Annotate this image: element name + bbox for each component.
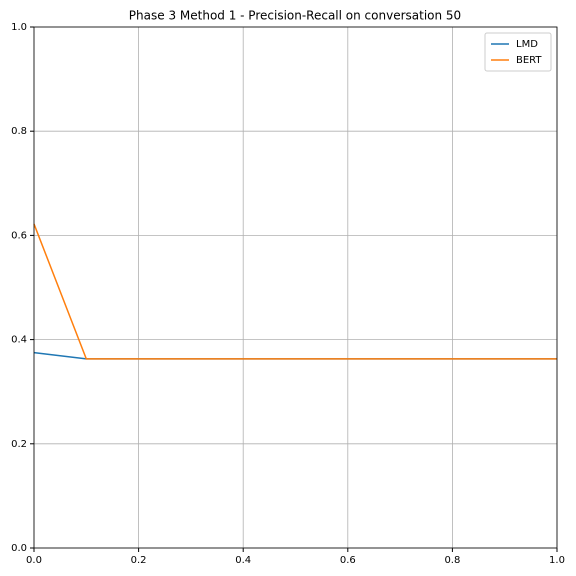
legend-label: LMD (516, 39, 538, 50)
y-tick-label: 0.8 (11, 126, 27, 137)
y-tick-label: 0.0 (11, 543, 27, 554)
series-line (33, 223, 557, 360)
x-tick-label: 0.4 (235, 555, 251, 566)
y-tick-label: 0.2 (11, 439, 27, 450)
x-tick-label: 1.0 (549, 555, 565, 566)
legend-box (484, 32, 552, 72)
x-tick-label: 0.6 (340, 555, 356, 566)
chart-title: Phase 3 Method 1 - Precision-Recall on c… (129, 9, 461, 23)
plot-frame (33, 26, 558, 549)
y-tick-label: 0.6 (11, 230, 27, 241)
x-tick-label: 0.8 (444, 555, 460, 566)
x-tick-label: 0.2 (131, 555, 147, 566)
legend-label: BERT (516, 55, 542, 66)
y-tick-label: 1.0 (11, 22, 27, 33)
x-tick-label: 0.0 (26, 555, 42, 566)
y-tick-label: 0.4 (11, 335, 27, 346)
